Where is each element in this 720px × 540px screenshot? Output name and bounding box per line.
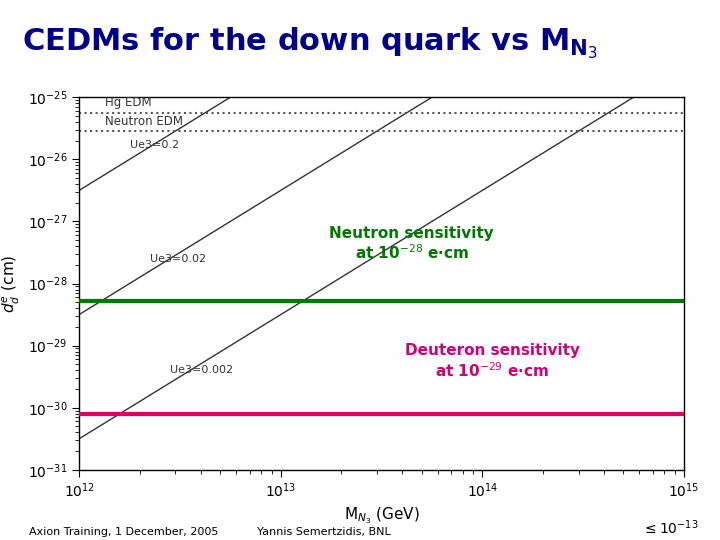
Text: CEDMs for the down quark vs M$_{\mathregular{N}_3}$: CEDMs for the down quark vs M$_{\mathreg… [22,25,598,61]
Text: Deuteron sensitivity
at 10$^{-29}$ e·cm: Deuteron sensitivity at 10$^{-29}$ e·cm [405,343,580,380]
Text: Hg EDM: Hg EDM [105,96,152,109]
Text: $\leq 10^{-13}$: $\leq 10^{-13}$ [642,519,698,537]
Y-axis label: $d_d^e$ (cm): $d_d^e$ (cm) [1,254,22,313]
Text: Axion Training, 1 December, 2005: Axion Training, 1 December, 2005 [29,527,218,537]
Text: Ue3=0.02: Ue3=0.02 [150,254,206,264]
Text: Ue3=0.002: Ue3=0.002 [170,366,233,375]
Text: Yannis Semertzidis, BNL: Yannis Semertzidis, BNL [257,527,391,537]
X-axis label: M$_{N_3}$ (GeV): M$_{N_3}$ (GeV) [343,506,420,526]
Text: Neutron sensitivity
at 10$^{-28}$ e·cm: Neutron sensitivity at 10$^{-28}$ e·cm [330,226,494,262]
Text: Ue3=0.2: Ue3=0.2 [130,140,179,150]
Text: Neutron EDM: Neutron EDM [105,114,184,127]
